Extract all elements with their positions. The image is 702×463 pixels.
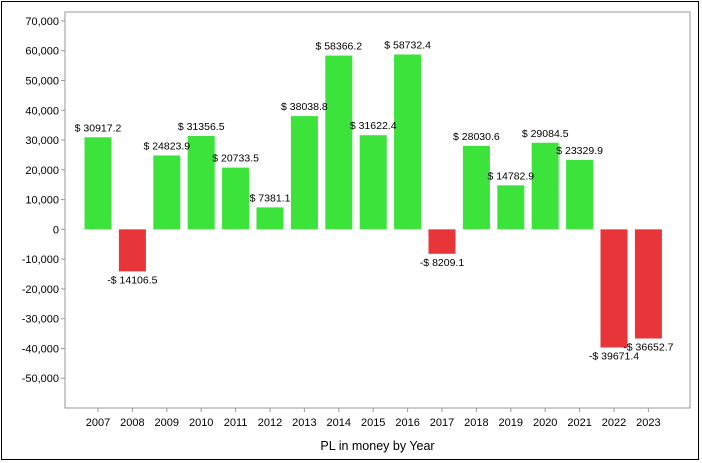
bars <box>84 54 662 348</box>
y-tick-label: 20,000 <box>25 165 59 177</box>
bar-2012 <box>256 207 284 230</box>
bar-2013 <box>290 116 318 230</box>
bar-2008 <box>118 229 146 272</box>
x-tick-label: 2014 <box>327 417 351 429</box>
y-tick-label: -10,000 <box>22 254 59 266</box>
data-label-2012: $ 7381.1 <box>250 192 291 204</box>
bar-2011 <box>222 167 250 230</box>
x-tick-label: 2011 <box>224 417 248 429</box>
data-label-2007: $ 30917.2 <box>75 122 122 134</box>
data-label-2017: -$ 8209.1 <box>420 257 465 269</box>
y-tick-label: -20,000 <box>22 284 59 296</box>
x-tick-label: 2010 <box>189 417 213 429</box>
bar-2016 <box>394 54 422 230</box>
data-label-2011: $ 20733.5 <box>212 153 259 165</box>
data-label-2009: $ 24823.9 <box>143 140 190 152</box>
data-label-2022: -$ 39671.4 <box>589 350 639 362</box>
y-tick-label: 10,000 <box>25 195 59 207</box>
bar-2015 <box>359 135 387 230</box>
data-label-2013: $ 38038.8 <box>281 101 328 113</box>
x-tick-label: 2008 <box>120 417 144 429</box>
y-tick-label: -50,000 <box>22 373 59 385</box>
x-tick-label: 2013 <box>292 417 316 429</box>
x-axis: 2007 2008 2009 2010 2011 2012 2013 2014 2015 2016… <box>86 408 661 429</box>
y-tick-label: -40,000 <box>22 343 59 355</box>
data-label-2014: $ 58366.2 <box>315 41 362 53</box>
bar-2022 <box>600 229 628 348</box>
x-tick-label: 2020 <box>533 417 557 429</box>
data-label-2015: $ 31622.4 <box>350 120 397 132</box>
bar-2007 <box>84 137 112 230</box>
x-tick-label: 2018 <box>464 417 488 429</box>
y-tick-label: 0 <box>53 224 59 236</box>
y-tick-label: 70,000 <box>25 16 59 28</box>
data-label-2023: -$ 36652.7 <box>623 341 673 353</box>
bar-2009 <box>153 155 181 230</box>
data-label-2018: $ 28030.6 <box>453 131 500 143</box>
data-label-2016: $ 58732.4 <box>384 39 431 51</box>
data-label-2010: $ 31356.5 <box>178 121 225 133</box>
bar-2017 <box>428 229 456 254</box>
plot-area <box>64 11 691 409</box>
y-tick-label: 50,000 <box>25 75 59 87</box>
x-tick-label: 2022 <box>602 417 626 429</box>
bar-2021 <box>566 159 594 230</box>
x-tick-label: 2016 <box>395 417 419 429</box>
y-tick-label: 30,000 <box>25 135 59 147</box>
data-label-2021: $ 23329.9 <box>556 145 603 157</box>
x-tick-label: 2012 <box>258 417 282 429</box>
data-label-2019: $ 14782.9 <box>487 170 534 182</box>
bar-2010 <box>187 135 215 230</box>
y-tick-label: 40,000 <box>25 105 59 117</box>
bar-2019 <box>497 185 525 230</box>
x-tick-label: 2017 <box>430 417 454 429</box>
x-tick-label: 2019 <box>499 417 523 429</box>
bar-2018 <box>462 145 490 230</box>
x-tick-label: 2007 <box>86 417 110 429</box>
data-label-2020: $ 29084.5 <box>522 128 569 140</box>
data-label-2008: -$ 14106.5 <box>107 274 157 286</box>
x-tick-label: 2023 <box>636 417 660 429</box>
bar-2020 <box>531 142 559 230</box>
y-tick-label: -30,000 <box>22 314 59 326</box>
x-axis-title: PL in money by Year <box>320 439 434 453</box>
y-tick-label: 60,000 <box>25 46 59 58</box>
x-tick-label: 2021 <box>567 417 591 429</box>
y-axis: 70,000 60,000 50,000 40,000 30,000 20,000 10,0… <box>22 16 65 385</box>
x-tick-label: 2009 <box>155 417 179 429</box>
bar-2014 <box>325 55 353 230</box>
x-tick-label: 2015 <box>361 417 385 429</box>
data-labels: $ 30917.2 -$ 14106.5 $ 24823.9 $ 31356.5 $ 2… <box>75 39 674 362</box>
bar-2023 <box>634 229 662 339</box>
